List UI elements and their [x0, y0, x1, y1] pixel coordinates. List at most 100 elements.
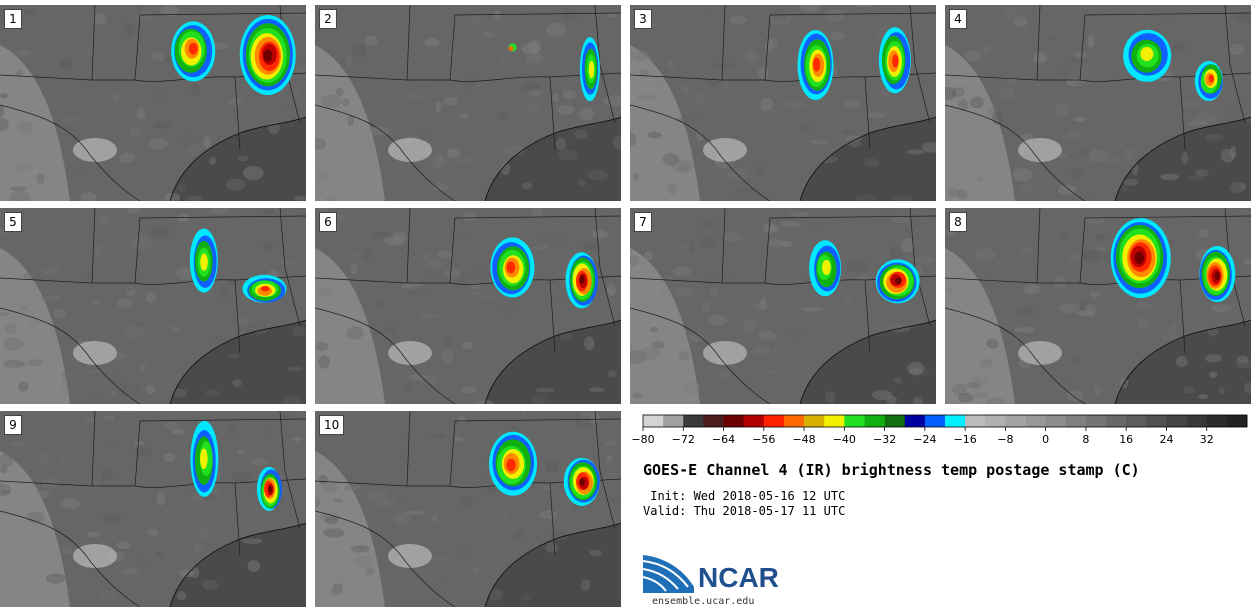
panel-number-label: 10 — [319, 415, 345, 435]
cloud-texture — [1076, 64, 1096, 74]
cloud-texture — [0, 464, 8, 474]
ensemble-member-panel-1: 1 — [0, 5, 306, 201]
cloud-texture — [136, 291, 151, 302]
cloud-texture — [703, 277, 719, 290]
gulf-of-mexico — [800, 320, 936, 404]
cloud-texture — [83, 273, 96, 280]
cloud-texture — [123, 21, 134, 36]
low-cloud-patch — [73, 544, 117, 568]
terrain-west — [315, 248, 385, 404]
cloud-texture — [60, 378, 68, 391]
cloud-texture — [232, 379, 242, 388]
cloud-texture — [0, 92, 9, 99]
ncar-logo-text: NCAR — [698, 562, 779, 593]
satellite-map — [945, 5, 1251, 201]
cloud-texture — [892, 194, 914, 201]
cloud-texture — [1058, 184, 1077, 196]
panel-number-label: 2 — [319, 9, 337, 29]
cloud-texture — [612, 135, 621, 150]
cloud-texture — [764, 39, 775, 52]
cloud-texture — [318, 208, 329, 213]
cloud-texture — [707, 314, 727, 327]
colorbar-tick-label: −64 — [711, 433, 736, 446]
state-boundary — [91, 5, 96, 81]
cloud-texture — [662, 153, 680, 166]
colorbar-segment — [1206, 415, 1228, 427]
cloud-texture — [667, 59, 675, 70]
cloud-texture — [552, 93, 559, 102]
cloud-texture — [664, 275, 674, 283]
state-boundary — [594, 208, 616, 327]
cloud-texture — [1242, 258, 1251, 266]
cloud-texture — [122, 568, 139, 575]
cloud-texture — [1084, 303, 1097, 317]
terrain-west — [630, 248, 700, 404]
cloud-texture — [1159, 327, 1181, 342]
cloud-texture — [855, 194, 877, 201]
cloud-texture — [433, 555, 448, 563]
cloud-texture — [657, 79, 664, 92]
cloud-texture — [116, 297, 134, 309]
cloud-texture — [120, 411, 135, 415]
cloud-texture — [604, 440, 617, 447]
cloud-texture — [1017, 26, 1029, 34]
cloud-texture — [1246, 113, 1251, 124]
cloud-texture — [418, 130, 433, 142]
cloud-texture — [800, 124, 813, 132]
cloud-texture — [146, 529, 159, 537]
cloud-texture — [60, 498, 81, 509]
cloud-texture — [682, 380, 701, 395]
cloud-texture — [536, 247, 546, 258]
convective-cell-layer — [894, 277, 902, 285]
cloud-texture — [142, 293, 164, 303]
colorbar-segment — [804, 415, 825, 427]
cloud-texture — [1180, 245, 1198, 260]
cloud-texture — [753, 303, 768, 311]
terrain-west — [0, 45, 70, 201]
cloud-texture — [723, 81, 731, 88]
cloud-texture — [219, 285, 227, 300]
convective-cell-layer — [579, 478, 585, 486]
cloud-texture — [1221, 148, 1235, 163]
cloud-texture — [228, 353, 239, 358]
cloud-texture — [786, 101, 805, 108]
cloud-texture — [92, 395, 106, 402]
cloud-texture — [1235, 359, 1251, 369]
cloud-texture — [777, 18, 792, 25]
cloud-texture — [710, 287, 718, 297]
cloud-texture — [839, 229, 860, 239]
cloud-texture — [880, 208, 894, 216]
cloud-texture — [454, 219, 462, 233]
convective-cell-layer — [260, 285, 270, 292]
cloud-texture — [160, 5, 179, 17]
cloud-texture — [650, 326, 658, 333]
colorbar-tick-label: −24 — [913, 433, 937, 446]
cloud-texture — [768, 36, 780, 48]
gulf-of-mexico — [170, 523, 306, 607]
cloud-texture — [462, 341, 473, 350]
cloud-texture — [177, 591, 187, 601]
cloud-texture — [428, 273, 444, 283]
cloud-texture — [209, 208, 230, 215]
cloud-texture — [324, 482, 339, 494]
cloud-texture — [383, 388, 401, 393]
cloud-texture — [1230, 146, 1237, 159]
cloud-texture — [134, 321, 142, 328]
cloud-texture — [329, 588, 340, 597]
cloud-texture — [757, 66, 769, 80]
state-boundary — [945, 104, 1086, 201]
cloud-texture — [863, 157, 880, 168]
cloud-texture — [279, 411, 293, 418]
cloud-texture — [1001, 8, 1017, 20]
panel-number-label: 7 — [634, 212, 652, 232]
cloud-texture — [1095, 217, 1108, 231]
cloud-texture — [1013, 16, 1028, 28]
colorbar-segment — [1146, 415, 1167, 427]
cloud-texture — [829, 31, 845, 41]
cloud-texture — [742, 319, 757, 333]
state-boundary — [315, 510, 456, 607]
cloud-texture — [722, 232, 744, 242]
state-boundary — [449, 76, 556, 151]
cloud-texture — [802, 306, 824, 312]
state-boundary — [594, 411, 616, 530]
